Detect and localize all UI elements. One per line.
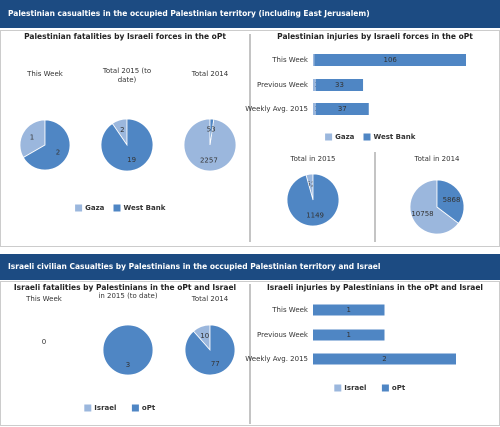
category-label: Weekly Avg. 2015 (245, 355, 308, 363)
pie-label-box: Total 2014 (191, 295, 229, 303)
bar (315, 79, 364, 91)
pie-label: Total 2014 (191, 70, 229, 78)
category-label: Previous Week (257, 331, 309, 339)
pie-slice (19, 119, 46, 159)
slice-label: 19 (127, 156, 136, 164)
pie-slice (436, 179, 465, 224)
slice-label: 5868 (443, 196, 461, 204)
pie-label: Total in 2015 (290, 155, 336, 163)
slice-label: 0 (42, 338, 46, 346)
bar (313, 304, 385, 316)
chart-title: Palestinian fatalities by Israeli forces… (24, 32, 226, 41)
legend-swatch (113, 204, 121, 212)
slice-label: 2257 (200, 157, 218, 165)
slice-label: 77 (211, 360, 220, 368)
category-label: This Week (271, 306, 309, 314)
slice-label: 1149 (306, 211, 324, 219)
pie-label-box: Total in 2014 (414, 155, 460, 163)
legend-label: Israel (94, 404, 116, 412)
legend-label: oPt (142, 404, 156, 412)
legend-swatch (334, 384, 342, 392)
chart-title: Palestinian injuries by Israeli forces i… (277, 32, 473, 41)
bar (313, 103, 316, 115)
bar-label: 2 (382, 355, 386, 363)
legend-label: Gaza (335, 133, 355, 141)
legend-label: West Bank (124, 204, 166, 212)
pie-slice (286, 173, 340, 227)
pie-label: Total in 2014 (414, 155, 460, 163)
banner (0, 254, 500, 280)
pie-slice (209, 118, 215, 146)
category-label: Previous Week (257, 81, 309, 89)
legend-swatch (84, 404, 92, 412)
bar (313, 329, 385, 341)
slice-label: 2 (56, 149, 60, 157)
pie-label-box: This Week (27, 70, 63, 78)
pie-slice (409, 179, 460, 235)
bar-label: 37 (338, 105, 347, 113)
bar-label: 33 (335, 81, 344, 89)
slice-label: 53 (207, 125, 216, 133)
slice-label: 52 (306, 181, 315, 189)
banner (0, 0, 500, 28)
pie-label: Total 2015 (to date) (102, 67, 152, 84)
pie-label: This Week (27, 70, 63, 78)
bar (313, 54, 315, 66)
slice-label: 2 (120, 126, 124, 134)
pie-label-box: in 2015 (to date) (98, 292, 158, 300)
pie-label-box: Total 2015 (to date) (102, 67, 152, 84)
chart-title: Israeli injuries by Palestinians in the … (267, 283, 483, 292)
legend-swatch (363, 133, 371, 141)
pie-slice (102, 324, 154, 376)
slice-label: 1 (30, 134, 34, 142)
legend-label: oPt (392, 384, 406, 392)
pie-label-box: Total in 2015 (290, 155, 336, 163)
bar (313, 353, 456, 365)
bar-label: 1 (347, 306, 351, 314)
bar (315, 103, 369, 115)
bar-label: 1 (347, 331, 351, 339)
pie-label: This Week (26, 295, 62, 303)
pie-slice (184, 324, 236, 376)
slice-label: 10758 (411, 210, 433, 218)
pie-label-box: This Week (26, 295, 62, 303)
bar (313, 79, 316, 91)
banner-title: Palestinian casualties in the occupied P… (8, 9, 370, 18)
bar (314, 54, 466, 66)
legend-label: Israel (344, 384, 366, 392)
pie-label-box: Total 2014 (191, 70, 229, 78)
pie-slice (100, 118, 154, 172)
category-label: This Week (271, 56, 309, 64)
pie-slice (22, 119, 71, 171)
chart-title: Israeli fatalities by Palestinians in th… (14, 283, 236, 292)
legend-label: West Bank (374, 133, 416, 141)
legend-swatch (381, 384, 389, 392)
bar-label: 106 (384, 56, 398, 64)
legend-swatch (325, 133, 333, 141)
legend-swatch (131, 404, 139, 412)
banner-title: Israeli civilian Casualties by Palestini… (8, 262, 380, 271)
slice-label: 10 (200, 332, 209, 340)
pie-label: Total 2014 (191, 295, 229, 303)
legend-swatch (75, 204, 83, 212)
legend-label: Gaza (85, 204, 105, 212)
pie-label: in 2015 (to date) (98, 292, 158, 300)
category-label: Weekly Avg. 2015 (245, 105, 308, 113)
slice-label: 3 (126, 361, 130, 369)
